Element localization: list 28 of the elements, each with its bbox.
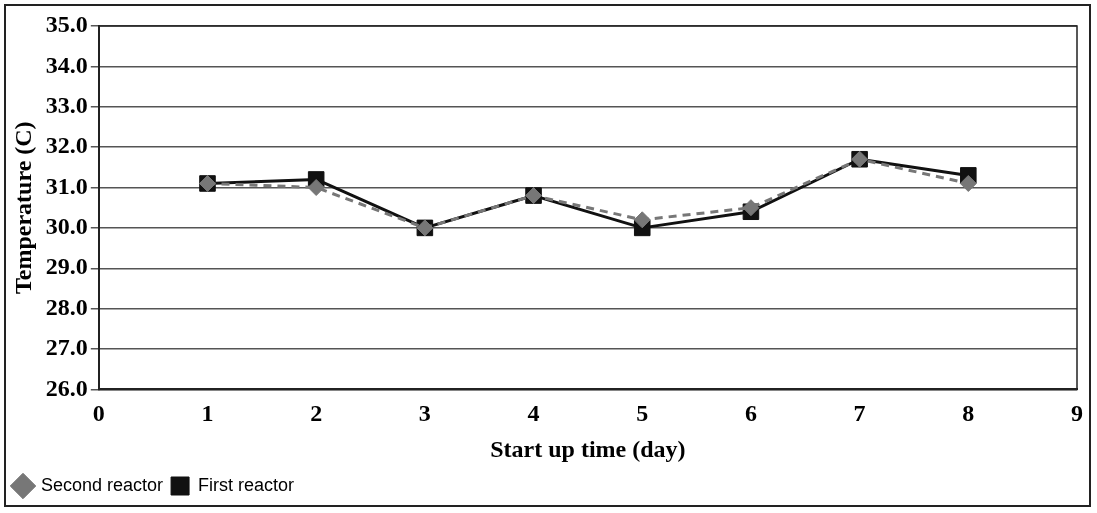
x-tick-label: 2 — [310, 400, 323, 426]
legend-label: First reactor — [198, 474, 295, 495]
y-tick-label: 28.0 — [45, 293, 88, 320]
y-tick-label: 30.0 — [45, 213, 88, 240]
y-tick-label: 31.0 — [45, 172, 88, 199]
y-axis-title: Temperature (C) — [9, 121, 36, 295]
x-tick-label: 7 — [853, 400, 866, 426]
x-tick-label: 0 — [92, 400, 105, 426]
point — [742, 199, 760, 217]
x-tick-label: 4 — [527, 400, 540, 426]
y-tick-label: 32.0 — [45, 132, 88, 159]
y-tick-label: 29.0 — [45, 253, 88, 280]
y-tick-label: 33.0 — [45, 91, 88, 118]
x-tick-label: 8 — [962, 400, 975, 426]
legend-label: Second reactor — [41, 474, 164, 495]
point — [959, 174, 977, 192]
y-tick-label: 35.0 — [45, 11, 88, 38]
y-tick-label: 34.0 — [45, 51, 88, 78]
y-tick-label: 27.0 — [45, 334, 88, 361]
x-tick-label: 3 — [418, 400, 431, 426]
x-tick-label: 1 — [201, 400, 214, 426]
point — [307, 179, 325, 197]
point — [633, 211, 651, 229]
x-tick-label: 5 — [636, 400, 649, 426]
x-tick-label: 6 — [744, 400, 757, 426]
x-tick-label: 9 — [1071, 400, 1083, 426]
y-tick-label: 26.0 — [45, 374, 88, 401]
x-axis-title: Start up time (day) — [490, 435, 686, 462]
